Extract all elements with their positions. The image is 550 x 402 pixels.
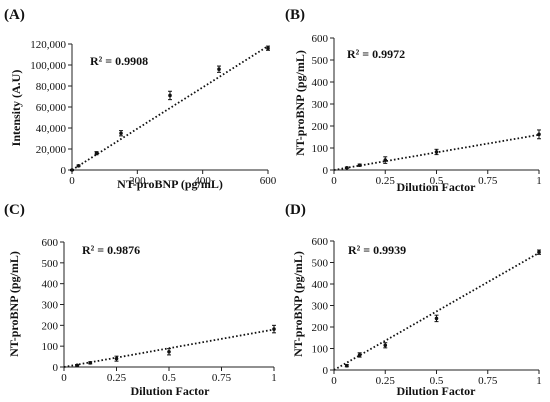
panel-d-y-tick-label: 100 xyxy=(312,344,329,356)
panel-b-x-tick-label: 0.5 xyxy=(430,175,444,187)
panel-c-x-axis-title: Dilution Factor xyxy=(131,384,211,398)
panel-a-y-tick-label: 80,000 xyxy=(36,81,67,93)
panel-c-data-point xyxy=(167,349,171,354)
panel-d-y-tick-label: 200 xyxy=(312,322,329,334)
panel-c-data-point xyxy=(75,363,79,368)
panel-b-x-tick-label: 1 xyxy=(536,175,542,187)
panel-d-y-tick-label: 500 xyxy=(312,258,329,270)
panel-d-r2-label: R² = 0.9939 xyxy=(348,243,406,257)
panel-a-data-point xyxy=(168,93,172,98)
panel-c-y-tick-label: 500 xyxy=(42,258,59,270)
panel-b-x-axis-title: Dilution Factor xyxy=(397,180,477,194)
panel-b-y-tick-label: 400 xyxy=(312,77,329,89)
panel-d: (D) R² = 0.9939 Dilution Factor NT-proBN… xyxy=(285,202,542,398)
panel-b-y-tick-label: 100 xyxy=(312,143,329,155)
panel-a-y-tick-label: 60,000 xyxy=(36,102,67,114)
panel-a-label: (A) xyxy=(4,7,25,23)
panel-a-y-tick-label: 20,000 xyxy=(36,144,67,156)
panel-b-data-point xyxy=(383,158,388,162)
panel-a-data-point xyxy=(266,46,270,50)
panel-c-x-tick-label: 0.25 xyxy=(107,372,127,384)
panel-b-y-tick-label: 300 xyxy=(312,99,329,111)
panel-d-data-point xyxy=(383,343,388,348)
panel-c-data-point xyxy=(114,356,119,361)
panel-b-y-tick-label: 200 xyxy=(312,121,329,133)
panel-d-x-tick-label: 0.75 xyxy=(478,375,498,387)
panel-d-y-tick-label: 400 xyxy=(312,279,329,291)
panel-c-data-point xyxy=(88,361,93,365)
panel-d-x-tick-label: 0.25 xyxy=(376,375,396,387)
panel-b-r2-label: R² = 0.9972 xyxy=(347,47,405,61)
panel-d-x-axis-title: Dilution Factor xyxy=(397,384,477,398)
panel-b-label: (B) xyxy=(285,7,305,23)
panel-c-y-tick-label: 0 xyxy=(53,362,59,374)
panel-d-y-tick-label: 300 xyxy=(312,301,329,313)
panel-c-r2-label: R² = 0.9876 xyxy=(82,243,140,257)
panel-b-data-point xyxy=(537,132,541,137)
panel-b-x-tick-label: 0.75 xyxy=(478,175,498,187)
panel-b: (B) R² = 0.9972 Dilution Factor NT-proBN… xyxy=(285,7,542,194)
panel-b-y-tick-label: 600 xyxy=(312,33,329,45)
panel-a-y-tick-label: 120,000 xyxy=(30,39,66,51)
panel-a-y-tick-label: 100,000 xyxy=(30,60,66,72)
panel-b-y-axis-title: NT-proBNP (pg/mL) xyxy=(293,50,307,156)
panel-a-data-point xyxy=(119,131,123,136)
panel-b-x-tick-label: 0.25 xyxy=(376,175,396,187)
panel-a: (A) R² = 0.9908 NT-proBNP (pg/mL) Intens… xyxy=(4,7,277,191)
panel-d-x-tick-label: 0 xyxy=(331,375,337,387)
panel-a-x-axis-title: NT-proBNP (pg/mL) xyxy=(117,177,223,191)
panel-c: (C) R² = 0.9876 Dilution Factor NT-proBN… xyxy=(4,202,277,398)
panel-d-data-point xyxy=(537,250,541,254)
panel-a-x-tick-label: 400 xyxy=(194,175,211,187)
panel-b-data-point xyxy=(434,150,439,154)
panel-d-trendline xyxy=(333,252,540,371)
panel-a-r2-label: R² = 0.9908 xyxy=(90,54,148,68)
panel-b-data-point xyxy=(357,163,362,167)
panel-a-x-tick-label: 600 xyxy=(260,175,277,187)
panel-c-y-axis-title: NT-proBNP (pg/mL) xyxy=(7,251,21,357)
panel-a-data-point xyxy=(70,168,74,172)
panel-d-label: (D) xyxy=(285,202,306,218)
panel-c-x-tick-label: 0.75 xyxy=(212,372,232,384)
panel-a-trendline xyxy=(71,45,269,171)
panel-d-y-axis-title: NT-proBNP (pg/mL) xyxy=(291,251,305,357)
panel-b-x-tick-label: 0 xyxy=(331,175,337,187)
panel-a-y-tick-label: 40,000 xyxy=(36,123,67,135)
panel-d-data-point xyxy=(434,316,439,321)
panel-a-y-tick-label: 0 xyxy=(61,165,67,177)
panel-d-y-tick-label: 0 xyxy=(323,365,329,377)
panel-b-y-tick-label: 0 xyxy=(323,165,329,177)
panel-d-x-tick-label: 0.5 xyxy=(430,375,444,387)
panel-c-x-tick-label: 0.5 xyxy=(162,372,176,384)
panel-a-y-axis-title: Intensity (A.U) xyxy=(9,70,23,147)
panel-c-x-tick-label: 0 xyxy=(61,372,67,384)
panel-c-y-tick-label: 300 xyxy=(42,300,59,312)
panel-c-y-tick-label: 400 xyxy=(42,279,59,291)
panel-c-y-tick-label: 100 xyxy=(42,341,59,353)
panel-c-data-point xyxy=(272,327,276,331)
panel-a-data-point xyxy=(217,67,221,71)
panel-a-data-point xyxy=(94,151,99,155)
panel-a-data-point xyxy=(76,164,81,168)
panel-c-x-tick-label: 1 xyxy=(271,372,277,384)
panel-c-y-tick-label: 600 xyxy=(42,237,59,249)
panel-c-label: (C) xyxy=(4,202,25,218)
panel-d-data-point xyxy=(357,353,362,357)
panel-c-y-tick-label: 200 xyxy=(42,320,59,332)
panel-d-x-tick-label: 1 xyxy=(536,375,542,387)
panel-a-x-tick-label: 0 xyxy=(69,175,75,187)
panel-a-x-tick-label: 200 xyxy=(129,175,146,187)
panel-d-y-tick-label: 600 xyxy=(312,236,329,248)
panel-d-data-point xyxy=(345,363,349,368)
panel-b-data-point xyxy=(345,166,349,170)
panel-b-y-tick-label: 500 xyxy=(312,55,329,67)
